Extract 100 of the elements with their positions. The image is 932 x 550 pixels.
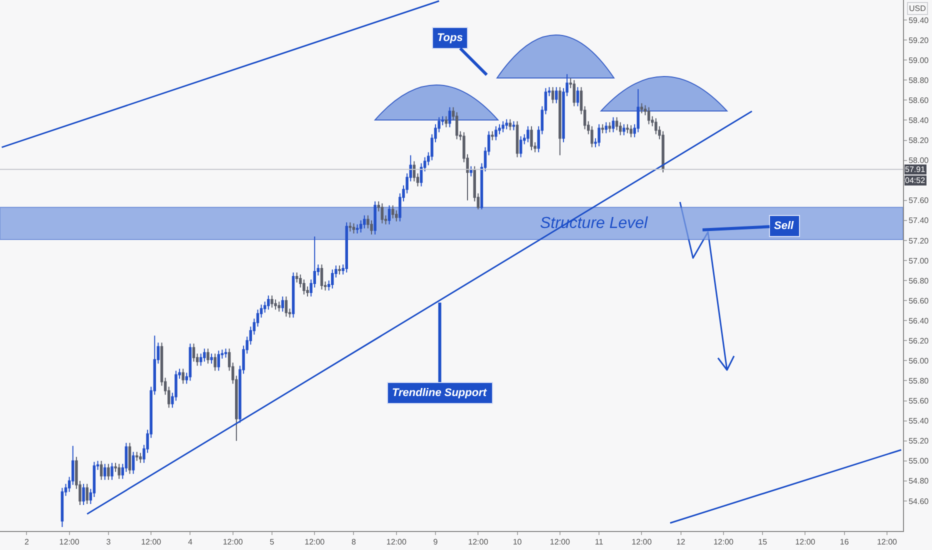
x-tick-label: 3 [106, 538, 112, 547]
candlestick [338, 265, 341, 276]
y-tick-label: 58.00 [908, 156, 930, 166]
x-tick-label: 8 [352, 538, 357, 547]
y-tick-label: 59.00 [908, 56, 930, 65]
y-tick-label: 59.20 [908, 36, 930, 45]
y-tick-label: 54.80 [908, 476, 930, 486]
x-tick-label: 12:00 [141, 538, 162, 547]
candlestick [86, 483, 88, 504]
text: 04:52 [905, 176, 926, 185]
candlestick [217, 350, 220, 372]
candlestick [370, 220, 373, 235]
candlestick [136, 451, 138, 462]
y-tick-label: 57.40 [908, 216, 930, 226]
candlestick [281, 296, 284, 312]
candlestick [572, 80, 576, 107]
x-tick-label: 4 [188, 538, 193, 547]
x-tick-label: 12:00 [304, 538, 326, 547]
y-axis-title: USD [909, 4, 926, 13]
y-tick-label: 58.40 [908, 116, 930, 126]
candlestick [331, 269, 334, 290]
y-tick-label: 57.00 [908, 256, 930, 266]
candlestick [100, 460, 103, 480]
x-tick-label: 12:00 [222, 538, 244, 547]
candlestick [104, 463, 106, 480]
candlestick [374, 200, 376, 235]
candlestick [118, 463, 120, 480]
candlestick [82, 483, 85, 506]
y-tick-label: 58.20 [908, 136, 930, 146]
y-tick-label: 57.60 [908, 196, 930, 206]
candlestick [551, 86, 554, 104]
x-tick-label: 12:00 [468, 538, 489, 547]
candlestick [647, 106, 650, 125]
candlestick [363, 214, 366, 229]
x-tick-label: 15 [758, 538, 768, 547]
annotation: Sell [774, 220, 795, 232]
annotation: Tops [437, 32, 463, 44]
candlestick [512, 120, 516, 131]
x-tick-label: 9 [433, 538, 438, 547]
candlestick [470, 166, 472, 177]
candlestick [320, 264, 324, 290]
candlestick [292, 272, 295, 318]
candlestick [491, 130, 494, 141]
y-tick-label: 56.60 [908, 296, 930, 306]
y-tick-label: 56.80 [908, 276, 930, 286]
candlestick [448, 106, 452, 128]
x-tick-label: 16 [840, 538, 850, 547]
candlestick [630, 124, 632, 138]
candlestick [519, 136, 522, 158]
x-tick-label: 12:00 [386, 538, 407, 547]
candlestick [224, 348, 228, 358]
candlestick [110, 462, 114, 480]
y-tick-label: 56.20 [908, 336, 930, 346]
x-tick-label: 10 [512, 538, 522, 547]
candlestick [107, 463, 110, 480]
x-tick-label: 12:00 [550, 538, 570, 547]
candlestick [295, 272, 298, 284]
candlestick [622, 124, 626, 136]
candlestick [345, 222, 348, 274]
candlestick [494, 126, 498, 141]
candlestick [206, 348, 210, 364]
candlestick [598, 124, 600, 147]
y-tick-label: 55.40 [908, 416, 930, 426]
candlestick [270, 295, 274, 308]
x-tick-label: 12 [676, 538, 686, 547]
candlestick [214, 353, 216, 372]
y-tick-label: 56.40 [908, 316, 930, 326]
candlestick [516, 120, 519, 158]
candlestick [192, 343, 196, 362]
candlestick [182, 368, 184, 384]
x-tick-label: 12:00 [795, 538, 816, 547]
candlestick [210, 353, 213, 364]
candlestick [139, 452, 142, 464]
candlestick [558, 86, 562, 156]
y-tick-label: 54.60 [908, 496, 930, 506]
candlestick [508, 118, 512, 131]
x-tick-label: 12:00 [876, 538, 898, 547]
y-tick-label: 57.20 [908, 236, 930, 246]
candlestick [132, 451, 135, 474]
y-tick-label: 55.00 [908, 456, 930, 466]
candlestick [359, 220, 362, 233]
x-tick-label: 12:00 [632, 538, 652, 547]
candlestick [604, 122, 608, 134]
candlestick [395, 210, 398, 222]
candlestick [608, 122, 612, 133]
candlestick [601, 124, 604, 134]
candlestick [352, 222, 356, 234]
y-tick-label: 55.20 [908, 436, 930, 446]
candlestick [555, 86, 558, 104]
candlestick [60, 487, 64, 528]
candlestick [274, 299, 277, 310]
annotation: Trendline Support [392, 387, 488, 399]
candlestick [444, 116, 448, 128]
candlestick [530, 126, 533, 151]
candlestick [188, 343, 192, 382]
candlestick [526, 126, 530, 143]
candlestick [380, 202, 384, 224]
y-tick-label: 55.80 [908, 376, 930, 386]
candlestick [612, 116, 615, 133]
y-tick-label: 56.00 [908, 356, 930, 366]
